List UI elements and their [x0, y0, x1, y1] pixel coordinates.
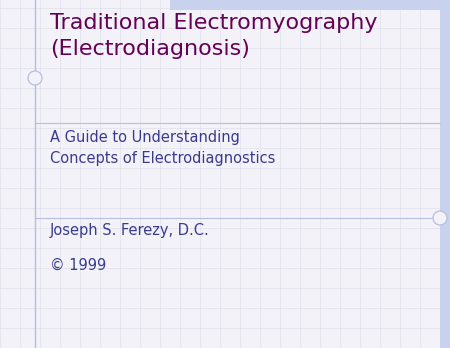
- Bar: [440, 10, 450, 348]
- Text: Traditional Electromyography
(Electrodiagnosis): Traditional Electromyography (Electrodia…: [50, 13, 378, 58]
- Text: © 1999: © 1999: [50, 258, 106, 273]
- Bar: [170, 0, 450, 10]
- Text: A Guide to Understanding
Concepts of Electrodiagnostics: A Guide to Understanding Concepts of Ele…: [50, 130, 275, 166]
- Circle shape: [28, 71, 42, 85]
- Circle shape: [433, 211, 447, 225]
- Text: Joseph S. Ferezy, D.C.: Joseph S. Ferezy, D.C.: [50, 223, 210, 238]
